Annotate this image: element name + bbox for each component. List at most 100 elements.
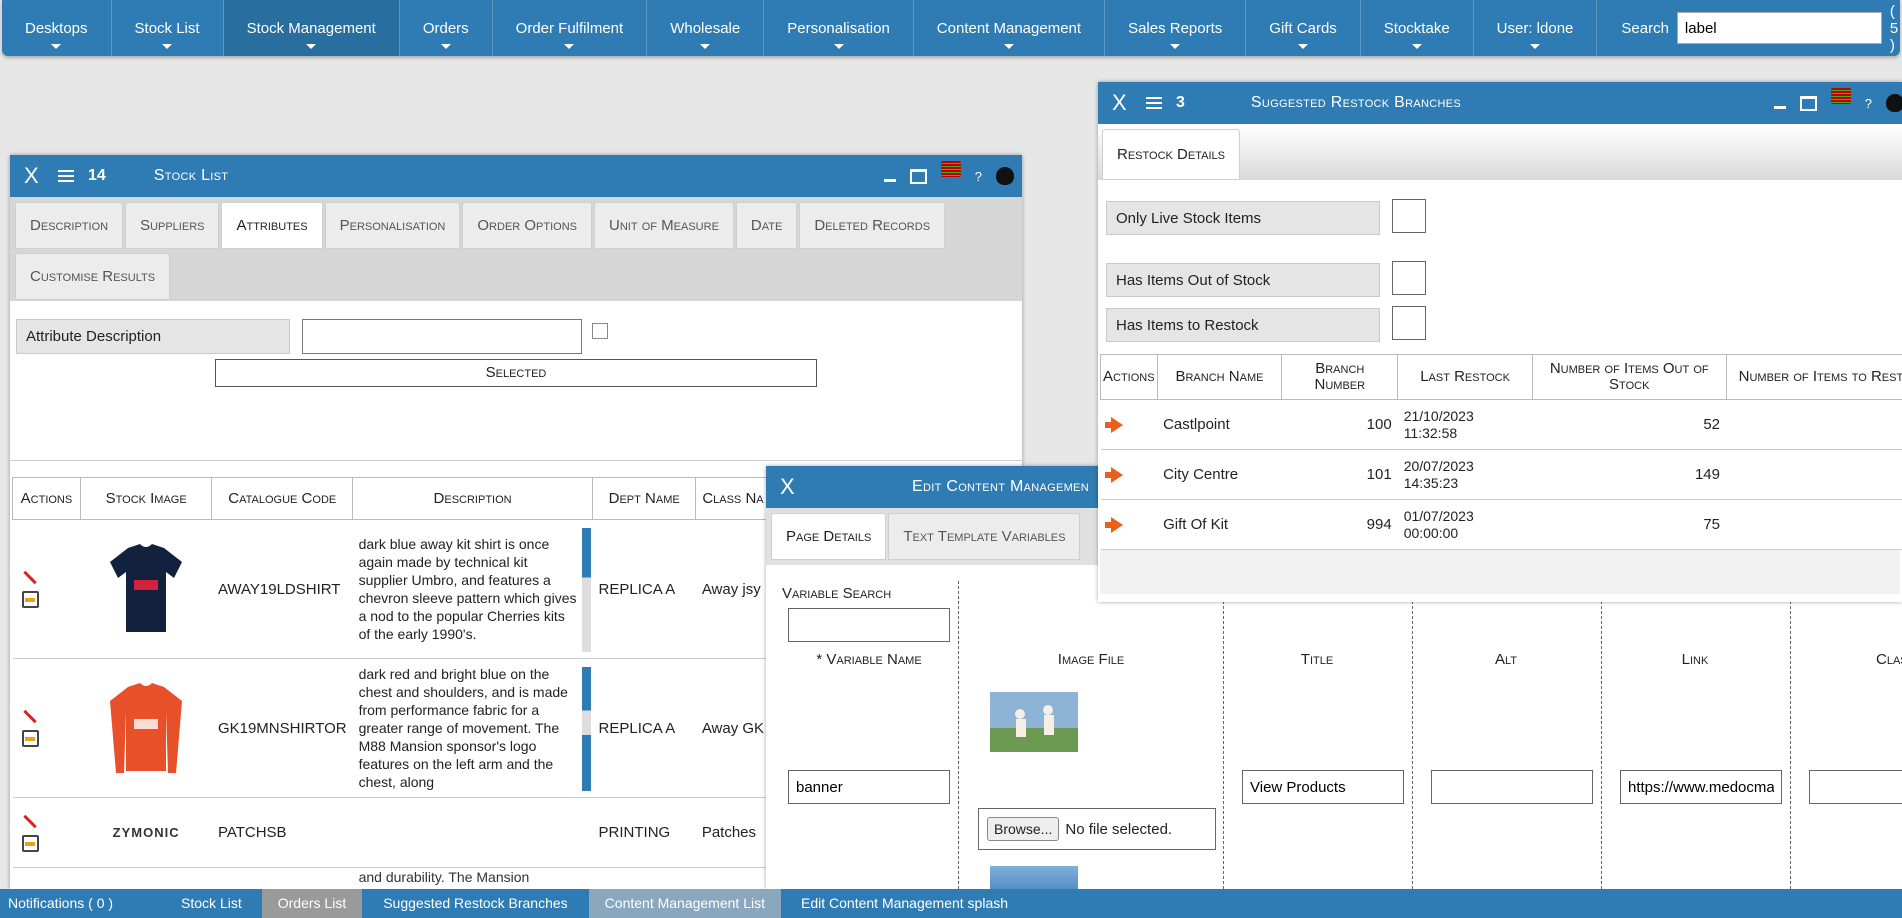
help-icon[interactable]: ?	[974, 168, 982, 184]
menu-gift-cards[interactable]: Gift Cards	[1246, 0, 1361, 56]
taskbar-orders-list[interactable]: Orders List	[261, 889, 363, 918]
table-row[interactable]: ZYMONIC PATCHSB PRINTING Patches	[12, 797, 772, 868]
menu-wholesale[interactable]: Wholesale	[647, 0, 765, 56]
tab-suppliers[interactable]: Suppliers	[125, 202, 220, 249]
edit-pencil-icon[interactable]	[22, 709, 37, 724]
window-count: 3	[1176, 94, 1185, 111]
table-row[interactable]: AWAY19LDSHIRT dark blue away kit shirt i…	[12, 519, 772, 659]
class-input[interactable]	[1809, 770, 1902, 804]
tab-personalisation[interactable]: Personalisation	[324, 202, 461, 249]
tab-deleted-records[interactable]: Deleted Records	[799, 202, 946, 249]
col-catalogue-code[interactable]: Catalogue Code	[211, 477, 354, 520]
tab-text-template-variables[interactable]: Text Template Variables	[888, 513, 1081, 560]
items-to-restock: 3	[1726, 399, 1902, 450]
filter-to-restock-checkbox[interactable]	[1392, 306, 1426, 340]
select-icon[interactable]	[21, 591, 39, 608]
maximize-icon[interactable]	[1799, 95, 1817, 111]
col-branch-number[interactable]: Branch Number	[1281, 354, 1399, 400]
printer-icon[interactable]	[1830, 88, 1851, 104]
col-dept-name[interactable]: Dept Name	[592, 477, 697, 520]
minimize-icon[interactable]	[883, 170, 896, 182]
search-input[interactable]	[1676, 12, 1882, 44]
taskbar-stock-list[interactable]: Stock List	[181, 895, 242, 911]
arrow-right-icon[interactable]	[1104, 466, 1123, 483]
menu-order-fulfilment[interactable]: Order Fulfilment	[493, 0, 648, 56]
stock-grid-wrap: Actions Stock Image Catalogue Code Descr…	[10, 461, 1022, 888]
col-alt: Alt	[1494, 651, 1518, 668]
bug-icon[interactable]	[996, 167, 1014, 185]
tab-restock-details[interactable]: Restock Details	[1102, 129, 1240, 180]
tab-date[interactable]: Date	[735, 202, 798, 249]
menu-stocktake[interactable]: Stocktake	[1361, 0, 1474, 56]
variable-search-input[interactable]	[788, 608, 950, 642]
attribute-description-input[interactable]	[302, 319, 582, 354]
col-stock-image[interactable]: Stock Image	[79, 477, 213, 520]
tab-description[interactable]: Description	[15, 202, 124, 249]
menu-desktops[interactable]: Desktops	[2, 0, 112, 56]
arrow-right-icon[interactable]	[1104, 516, 1123, 533]
alt-input[interactable]	[1431, 770, 1593, 804]
edit-pencil-icon[interactable]	[22, 814, 37, 828]
col-last-restock[interactable]: Last Restock	[1397, 354, 1533, 400]
taskbar-suggested-restock[interactable]: Suggested Restock Branches	[383, 895, 568, 911]
scrollbar[interactable]	[581, 528, 591, 652]
help-icon[interactable]: ?	[1864, 95, 1872, 111]
scrollbar[interactable]	[581, 667, 591, 791]
menu-icon[interactable]	[58, 170, 74, 182]
stock-list-titlebar[interactable]: X 14 Stock List ?	[10, 155, 1022, 197]
col-branch-name[interactable]: Branch Name	[1156, 354, 1283, 400]
taskbar-notifications[interactable]: Notifications ( 0 )	[8, 895, 114, 911]
browse-button[interactable]: Browse...	[987, 817, 1060, 841]
col-items-out-of-stock[interactable]: Number of Items Out of Stock	[1531, 354, 1727, 400]
printer-icon[interactable]	[940, 161, 961, 177]
tab-page-details[interactable]: Page Details	[771, 513, 887, 560]
col-items-to-restock[interactable]: Number of Items to Restock	[1725, 354, 1902, 400]
variable-name-input[interactable]	[788, 770, 950, 804]
col-description[interactable]: Description	[352, 477, 594, 520]
menu-icon[interactable]	[1146, 97, 1162, 109]
selected-button[interactable]: Selected	[215, 359, 817, 387]
tab-customise-results[interactable]: Customise Results	[15, 253, 171, 300]
tab-attributes[interactable]: Attributes	[221, 202, 323, 249]
table-row[interactable]: and durability. The Mansion	[13, 868, 772, 888]
arrow-right-icon[interactable]	[1104, 416, 1123, 433]
close-icon[interactable]: X	[24, 163, 39, 188]
restock-titlebar[interactable]: X 3 Suggested Restock Branches ?	[1098, 82, 1902, 124]
col-class-name[interactable]: Class Na	[695, 477, 772, 520]
select-icon[interactable]	[21, 730, 39, 747]
tab-order-options[interactable]: Order Options	[462, 202, 593, 249]
edit-pencil-icon[interactable]	[22, 570, 37, 585]
taskbar-content-management-list[interactable]: Content Management List	[588, 889, 781, 918]
bug-icon[interactable]	[1886, 94, 1902, 112]
chevron-down-icon	[1530, 44, 1541, 49]
close-icon[interactable]: X	[1112, 90, 1127, 115]
menu-sales-reports[interactable]: Sales Reports	[1105, 0, 1247, 56]
restock-grid: Actions Branch Name Branch Number Last R…	[1100, 354, 1902, 550]
select-icon[interactable]	[21, 834, 39, 852]
table-row[interactable]: GK19MNSHIRTOR dark red and bright blue o…	[12, 658, 772, 798]
maximize-icon[interactable]	[909, 168, 927, 184]
menu-stock-list[interactable]: Stock List	[112, 0, 224, 56]
col-actions[interactable]: Actions	[12, 477, 81, 520]
title-input[interactable]	[1242, 770, 1404, 804]
filter-out-of-stock-checkbox[interactable]	[1392, 261, 1426, 295]
col-actions[interactable]: Actions	[1100, 354, 1158, 400]
menu-content-management[interactable]: Content Management	[914, 0, 1106, 56]
taskbar-edit-content[interactable]: Edit Content Management splash	[801, 895, 1009, 911]
stock-list-window: X 14 Stock List ? Description Suppliers …	[10, 155, 1022, 889]
menu-orders[interactable]: Orders	[400, 0, 493, 56]
attribute-checkbox[interactable]	[592, 323, 608, 339]
minimize-icon[interactable]	[1773, 97, 1786, 109]
variables-panel: Variable Search * Variable Name Image Fi…	[766, 565, 1902, 889]
menu-user[interactable]: User: ldone	[1474, 0, 1598, 56]
link-input[interactable]	[1620, 770, 1782, 804]
menu-label: User: ldone	[1496, 19, 1574, 37]
tab-unit-of-measure[interactable]: Unit of Measure	[594, 202, 734, 249]
menu-personalisation[interactable]: Personalisation	[764, 0, 914, 56]
close-icon[interactable]: X	[780, 474, 795, 499]
menu-stock-management[interactable]: Stock Management	[223, 0, 400, 56]
filter-only-live-checkbox[interactable]	[1392, 199, 1426, 233]
